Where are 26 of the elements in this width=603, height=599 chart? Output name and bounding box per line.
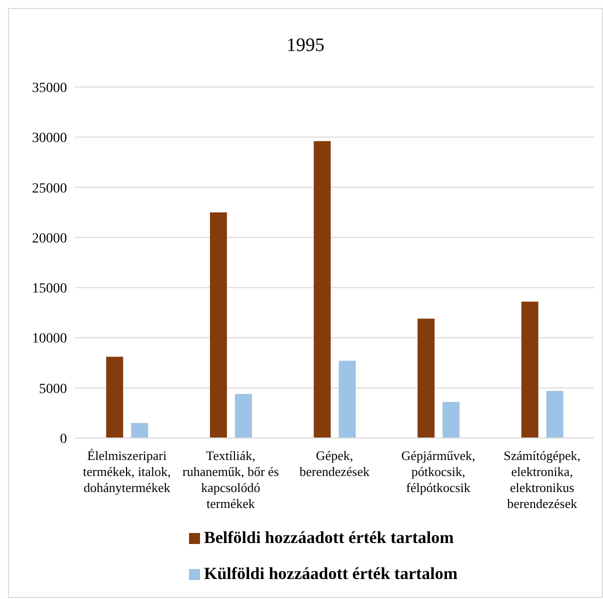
y-tick-label: 5000 bbox=[39, 382, 67, 397]
bar bbox=[418, 318, 435, 438]
x-tick-label: Számítógépek, elektronika, elektronikus berendezések bbox=[504, 448, 581, 511]
y-tick-label: 10000 bbox=[32, 332, 67, 347]
bar bbox=[234, 394, 252, 438]
legend-label: Külföldi hozzáadott érték tartalom bbox=[204, 564, 458, 584]
chart-title: 1995 bbox=[286, 35, 326, 57]
bar bbox=[442, 402, 460, 438]
bar bbox=[131, 422, 148, 438]
bar bbox=[338, 360, 356, 438]
bar bbox=[106, 356, 124, 438]
y-tick-label: 0 bbox=[60, 432, 67, 447]
bar bbox=[210, 212, 227, 438]
y-tick-label: 35000 bbox=[32, 80, 67, 96]
y-tick-label: 25000 bbox=[32, 181, 67, 196]
x-tick-label: Gépjárművek, pótkocsik, félpótkocsik bbox=[401, 448, 476, 495]
y-tick-label: 20000 bbox=[32, 231, 67, 246]
x-tick-label: Élelmiszeripari termékek, italok, dohánytermékek bbox=[83, 448, 171, 495]
y-tick-label: 15000 bbox=[32, 282, 67, 297]
x-tick-label: Textíliák, ruhaneműk, bőr és kapcsolódó termékek bbox=[182, 448, 279, 511]
y-tick-label: 30000 bbox=[32, 131, 67, 146]
bar bbox=[314, 141, 331, 438]
bar bbox=[546, 390, 564, 438]
x-tick-label: Gépek, berendezések bbox=[299, 448, 370, 479]
legend-label: Belföldi hozzáadott érték tartalom bbox=[204, 528, 454, 548]
bar bbox=[521, 302, 538, 438]
